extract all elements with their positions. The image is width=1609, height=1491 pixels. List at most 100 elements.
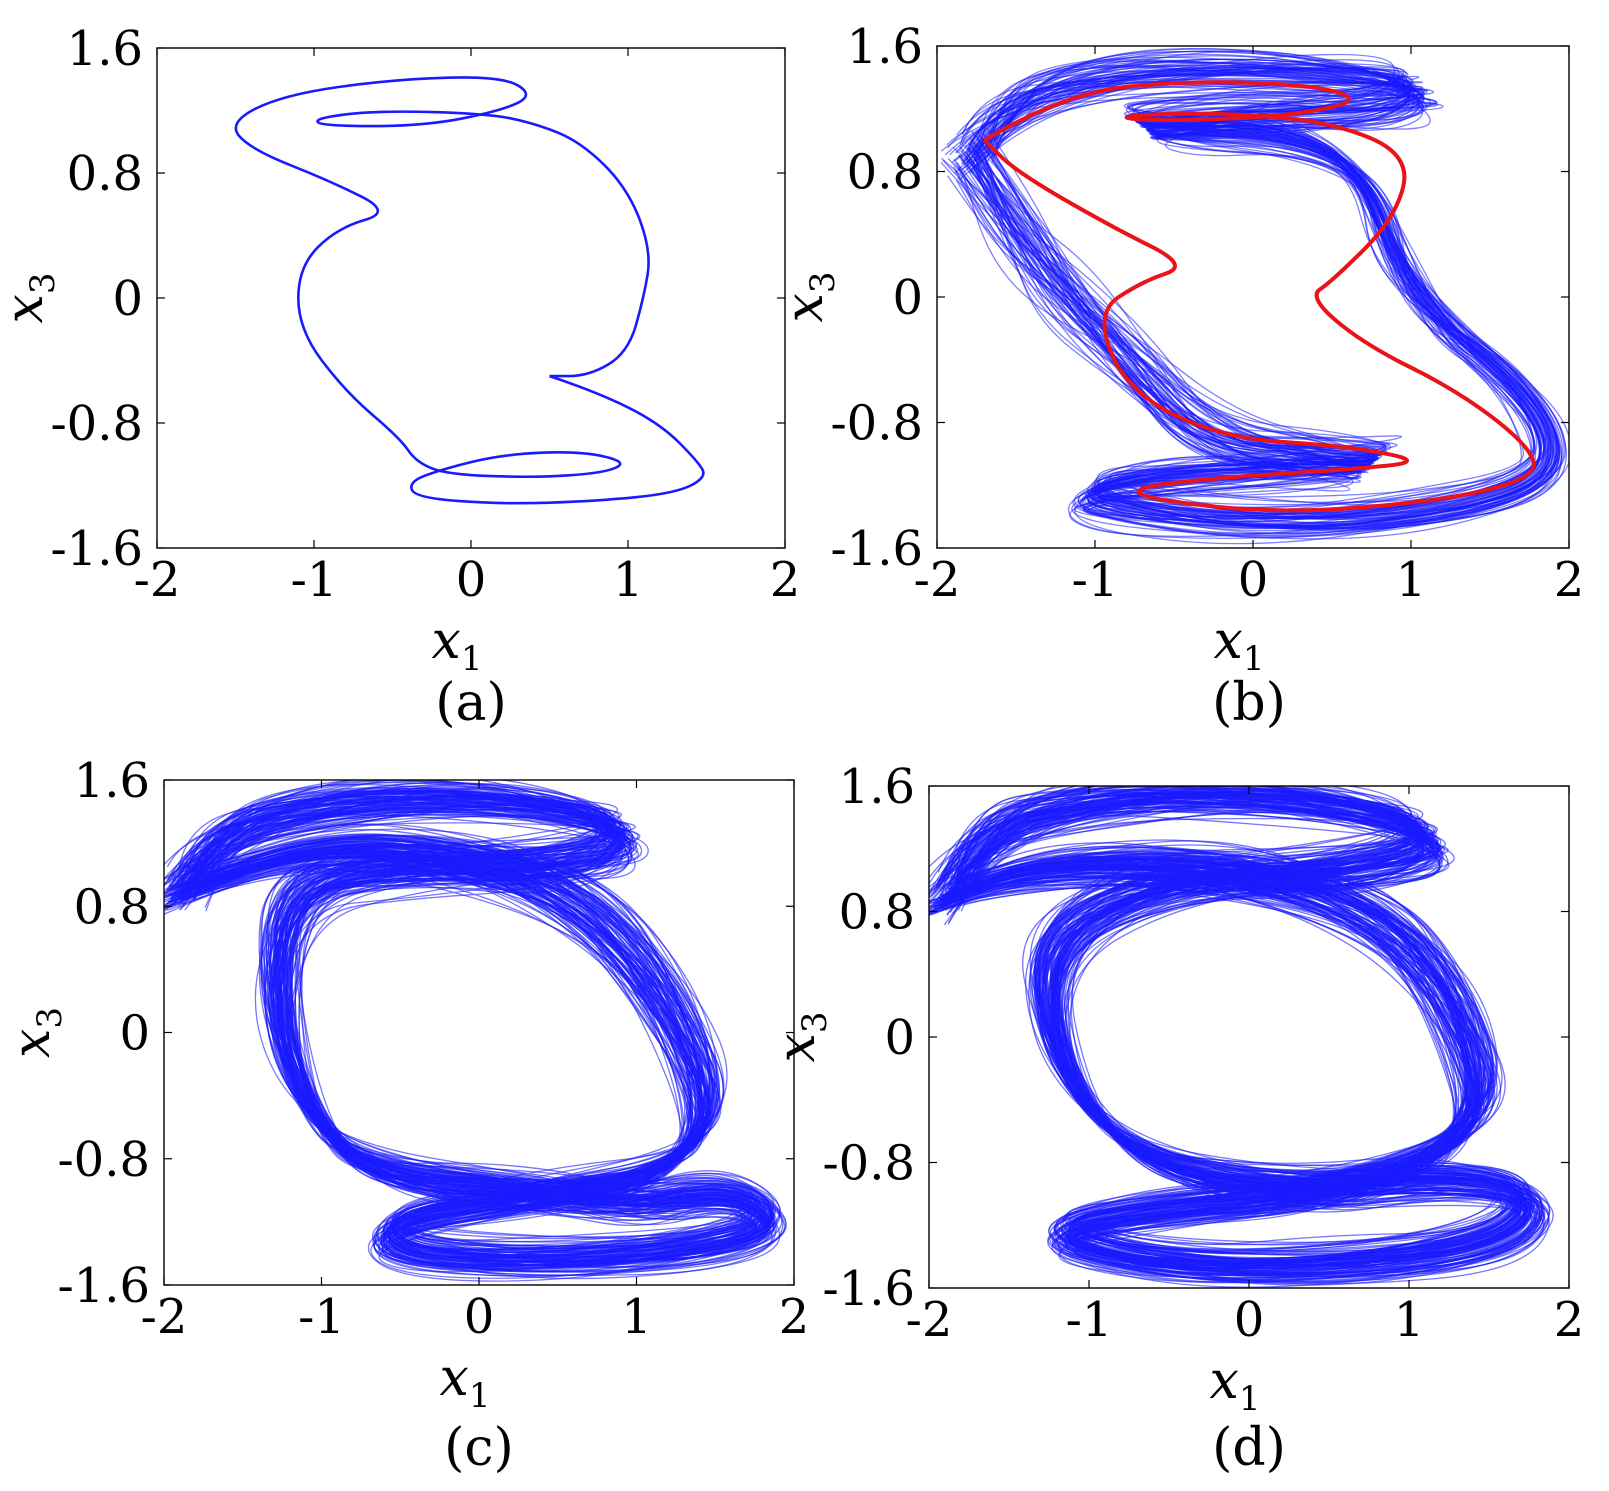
x-tick-label: 0: [1234, 1292, 1265, 1348]
x-tick-label: 2: [1554, 1292, 1585, 1348]
y-axis-label: x3: [2, 1007, 70, 1058]
attractor-strand: [170, 796, 771, 1268]
x-tick-label: -1: [298, 1289, 345, 1345]
panel-caption: (a): [435, 673, 507, 733]
attractor-strand: [166, 813, 744, 1243]
x-tick-label: 1: [1394, 1292, 1425, 1348]
x-tick-label: 0: [456, 552, 487, 608]
attractor-strand: [934, 787, 1526, 1272]
y-axis-label-main: x: [767, 1033, 827, 1062]
x-tick-label: -1: [1072, 552, 1119, 608]
y-axis-label-main: x: [775, 293, 835, 322]
y-axis-label: x3: [0, 273, 63, 324]
y-tick-label: -0.8: [57, 1132, 150, 1188]
x-tick-label: -2: [906, 1292, 953, 1348]
y-tick-label: 1.6: [847, 19, 923, 75]
y-axis-label-sub: 3: [23, 273, 63, 295]
y-tick-label: -1.6: [57, 1258, 150, 1314]
x-tick-label: -1: [1066, 1292, 1113, 1348]
plot-area-b: [940, 48, 1569, 545]
y-tick-label: -1.6: [822, 1261, 915, 1317]
series-attractor-d: [929, 786, 1554, 1288]
x-tick-label: 1: [613, 552, 644, 608]
attractor-strand: [166, 810, 746, 1240]
x-axis-label-sub: 1: [469, 1376, 491, 1416]
x-axis-label: x1: [440, 1348, 491, 1416]
attractor-strand: [960, 79, 1541, 519]
y-axis-label-sub: 3: [795, 1012, 835, 1034]
x-axis-label: x1: [432, 611, 483, 679]
x-tick-label: 1: [621, 1289, 652, 1345]
x-axis-label-main: x: [1210, 1351, 1239, 1411]
y-axis-label-main: x: [0, 294, 55, 323]
x-axis-label-sub: 1: [461, 639, 483, 679]
y-tick-label: 0.8: [74, 879, 150, 935]
attractor-strand: [934, 806, 1522, 1259]
x-tick-label: 0: [1238, 552, 1269, 608]
attractor-strand: [937, 802, 1530, 1264]
series-attractor-b: [940, 48, 1569, 545]
y-tick-label: 0: [112, 271, 143, 327]
x-tick-label: -1: [291, 552, 338, 608]
y-tick-label: 0: [892, 270, 923, 326]
attractor-strand: [164, 811, 748, 1238]
attractor-strand: [929, 810, 1520, 1255]
attractor-strand: [953, 80, 1547, 527]
panel-caption: (d): [1212, 1418, 1286, 1478]
x-axis-label-main: x: [440, 1348, 469, 1408]
attractor-strand: [185, 793, 767, 1260]
y-tick-label: 0.8: [839, 885, 915, 941]
y-tick-label: 0: [119, 1006, 150, 1062]
y-axis-label-main: x: [2, 1029, 62, 1058]
y-tick-label: 0.8: [847, 145, 923, 201]
y-tick-label: 0: [884, 1010, 915, 1066]
series-periodic-orbit-b: [982, 80, 1536, 513]
x-tick-label: -2: [914, 552, 961, 608]
y-axis-label: x3: [775, 272, 843, 323]
attractor-strand: [164, 802, 770, 1267]
y-tick-label: -1.6: [50, 521, 143, 577]
attractor-strand: [929, 808, 1507, 1245]
y-tick-label: -0.8: [50, 396, 143, 452]
x-axis-label-main: x: [1214, 611, 1243, 671]
attractor-strand: [172, 809, 751, 1250]
plot-area-d: [929, 786, 1554, 1288]
x-axis-label: x1: [1214, 611, 1265, 679]
x-tick-label: 2: [1554, 552, 1585, 608]
panel-caption: (b): [1212, 673, 1286, 733]
attractor-strand: [977, 58, 1558, 530]
attractor-strand: [933, 786, 1533, 1276]
y-tick-label: 1.6: [74, 753, 150, 809]
x-tick-label: -2: [141, 1289, 188, 1345]
attractor-strand: [178, 803, 748, 1240]
attractor-strand: [941, 794, 1517, 1261]
y-axis-label: x3: [767, 1012, 835, 1063]
x-tick-label: -2: [134, 552, 181, 608]
y-tick-label: 1.6: [67, 21, 143, 77]
y-tick-label: -0.8: [822, 1136, 915, 1192]
series-attractor-c: [164, 780, 787, 1282]
plot-area-c: [164, 780, 787, 1282]
y-tick-label: 0.8: [67, 146, 143, 202]
attractor-strand: [963, 72, 1542, 515]
x-axis-label: x1: [1210, 1351, 1261, 1419]
x-tick-label: 2: [779, 1289, 810, 1345]
attractor-strand: [164, 786, 782, 1279]
attractor-strand: [929, 817, 1504, 1243]
attractor-strand: [942, 82, 1532, 508]
attractor-strand: [172, 804, 760, 1256]
y-tick-label: -0.8: [830, 396, 923, 452]
attractor-strand: [943, 793, 1535, 1274]
y-tick-label: -1.6: [830, 521, 923, 577]
axes-frame: [156, 47, 786, 549]
plot-area-a: [234, 76, 705, 505]
attractor-strand: [175, 803, 760, 1254]
x-axis-label-sub: 1: [1239, 1379, 1261, 1419]
y-axis-label-sub: 3: [30, 1007, 70, 1029]
y-tick-label: 1.6: [839, 759, 915, 815]
panel-b: -2 -1 0 1 2 1.6 0.8 0 -0.8 -1.6 x1 x3 (b): [775, 19, 1584, 733]
x-tick-label: 1: [1396, 552, 1427, 608]
